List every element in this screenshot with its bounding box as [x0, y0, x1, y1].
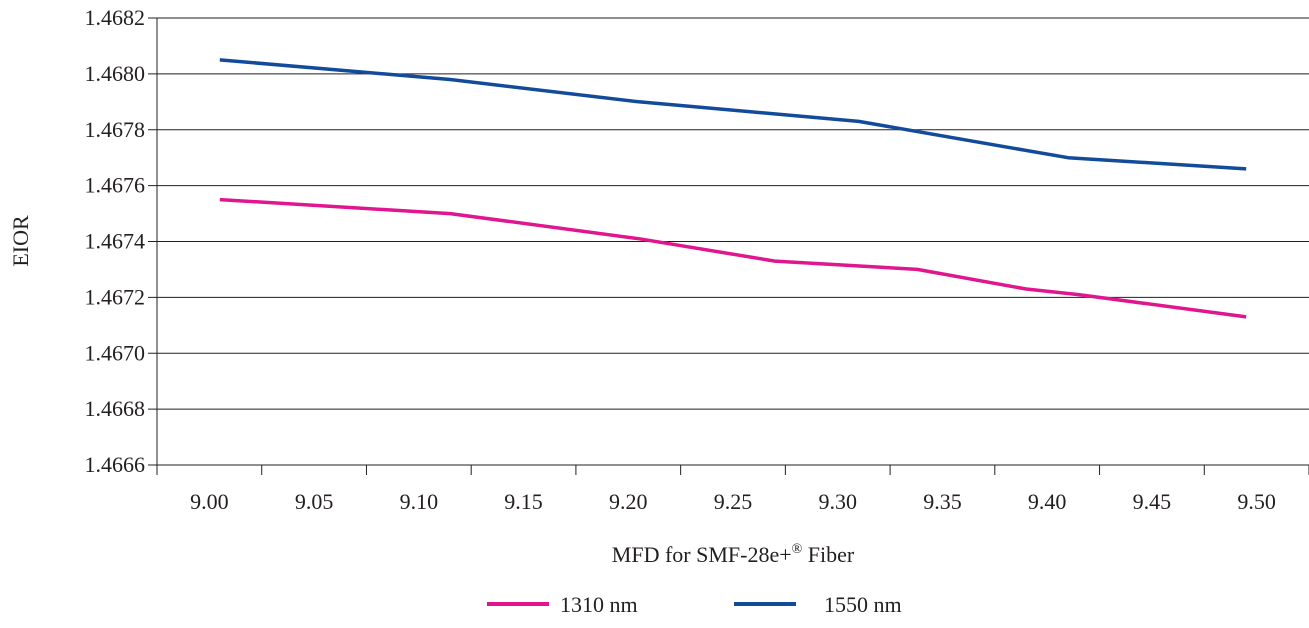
x-tick-label: 9.10	[400, 489, 439, 514]
legend-label: 1550 nm	[824, 592, 902, 617]
x-tick-label: 9.35	[923, 489, 962, 514]
series-line	[219, 197, 1247, 319]
x-tick-label: 9.20	[609, 489, 648, 514]
y-tick-label: 1.4674	[85, 229, 146, 254]
x-tick-label: 9.05	[295, 489, 334, 514]
y-tick-label: 1.4682	[85, 5, 146, 30]
x-tick-labels: 9.00 9.05 9.10 9.15 9.20 9.25 9.30 9.35 9.40 9.45…	[190, 489, 1276, 514]
x-axis-label-sup: ®	[792, 542, 803, 557]
y-tick-label: 1.4668	[85, 396, 146, 421]
y-tick-label: 1.4666	[85, 452, 146, 477]
series-lines	[219, 58, 1247, 319]
axes	[148, 17, 1309, 475]
x-tick-label: 9.15	[504, 489, 543, 514]
x-axis-label: MFD for SMF-28e+® Fiber	[612, 542, 855, 567]
legend-label: 1310 nm	[560, 592, 638, 617]
y-tick-label: 1.4680	[85, 61, 146, 86]
y-tick-label: 1.4670	[85, 340, 146, 365]
legend-item: 1310 nm	[487, 592, 638, 617]
legend: 1310 nm 1550 nm	[487, 592, 902, 617]
x-tick-label: 9.40	[1028, 489, 1067, 514]
x-tick-label: 9.50	[1237, 489, 1276, 514]
y-tick-label: 1.4676	[85, 173, 146, 198]
legend-item: 1550 nm	[734, 592, 902, 617]
series-line	[219, 58, 1247, 171]
x-tick-label: 9.30	[818, 489, 857, 514]
grid-lines	[157, 17, 1309, 466]
x-tick-label: 9.45	[1133, 489, 1172, 514]
y-axis-label: EIOR	[8, 215, 33, 267]
y-tick-labels: 1.4666 1.4668 1.4670 1.4672 1.4674 1.4676 1.46…	[85, 5, 146, 477]
y-tick-label: 1.4678	[85, 117, 146, 142]
x-tick-label: 9.00	[190, 489, 229, 514]
y-tick-label: 1.4672	[85, 284, 146, 309]
x-tick-label: 9.25	[714, 489, 753, 514]
x-axis-label-main: MFD for SMF-28e+	[612, 542, 792, 567]
x-axis-label-suffix: Fiber	[802, 542, 855, 567]
